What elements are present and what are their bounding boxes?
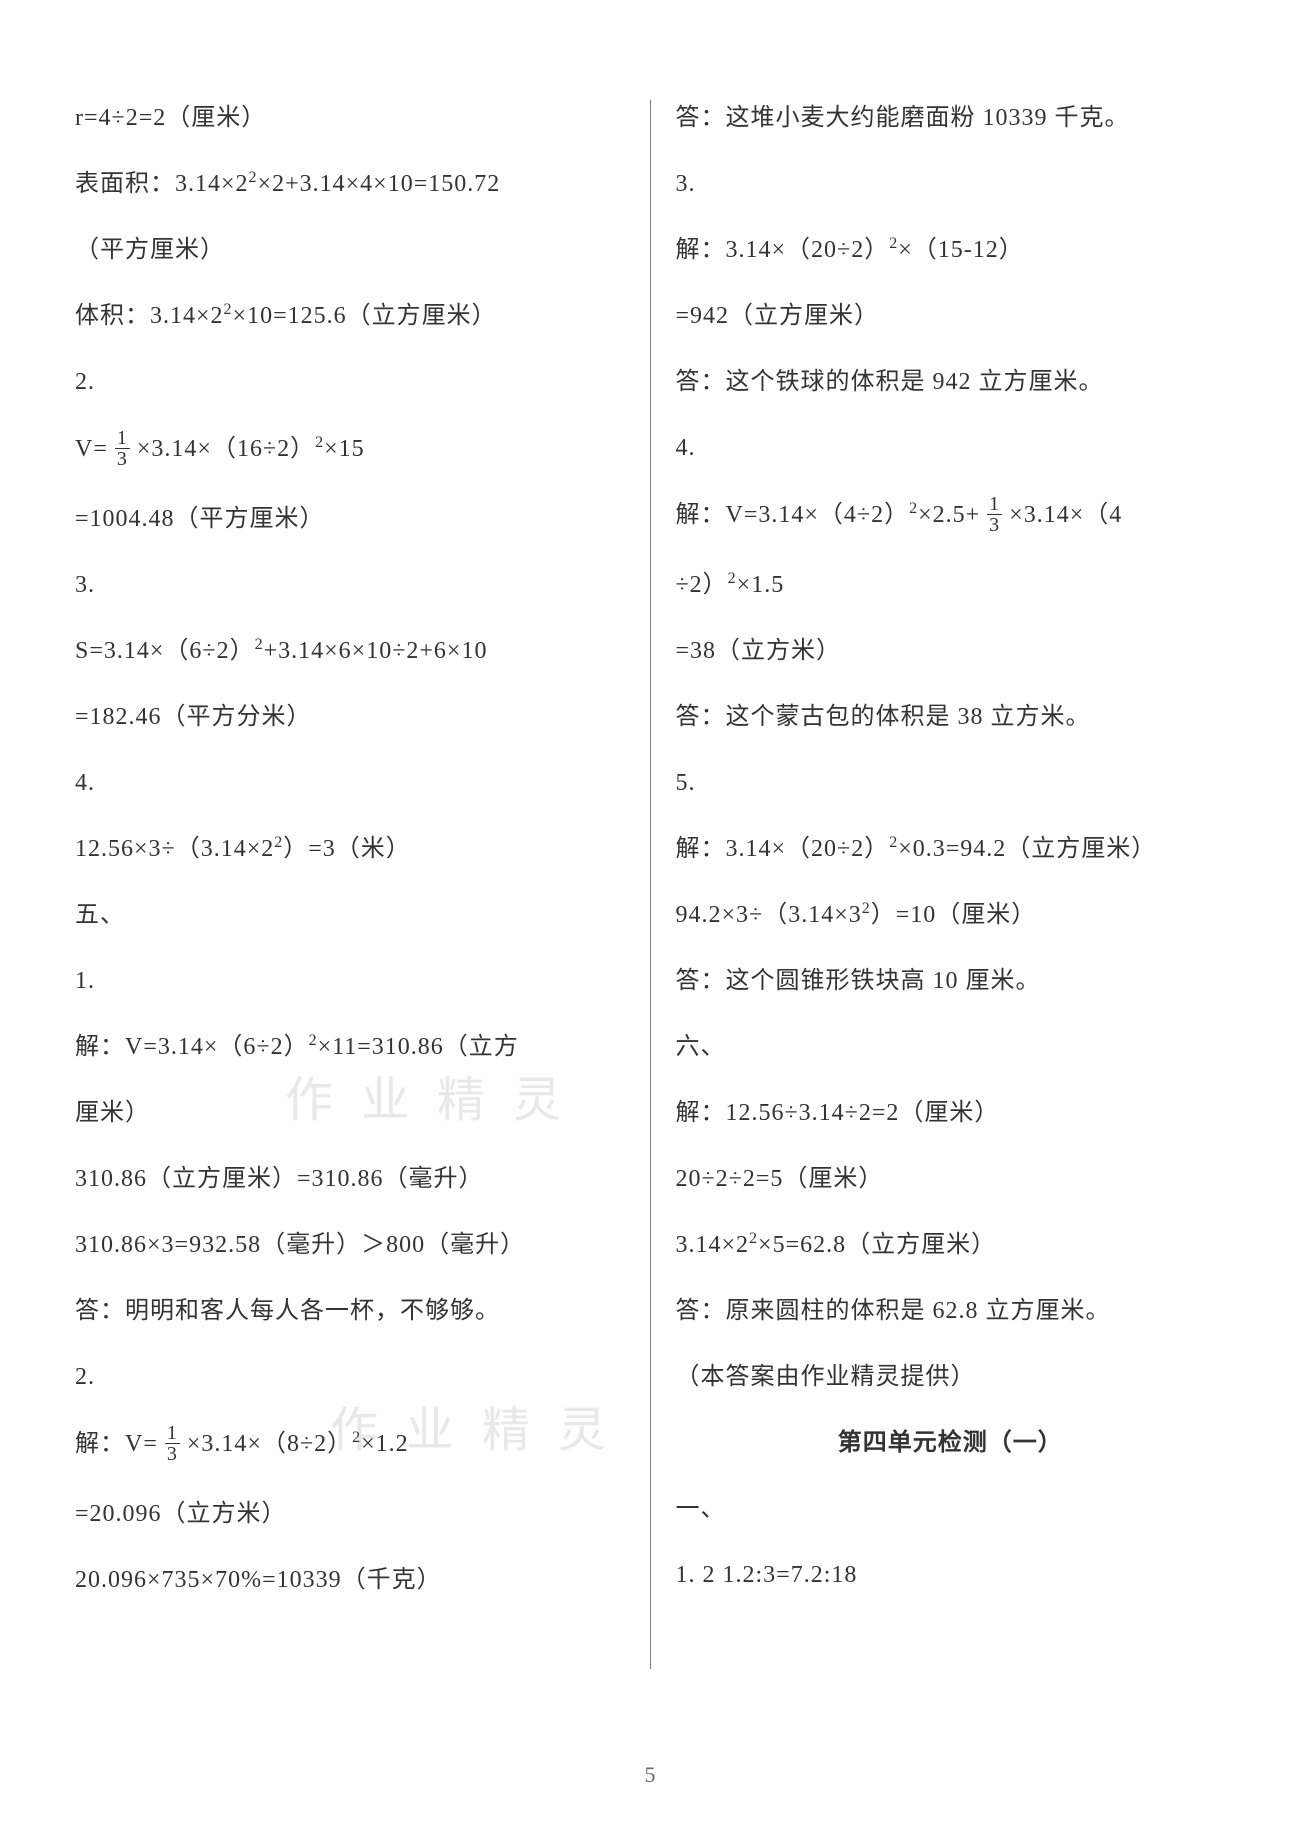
fraction: 13 (115, 428, 130, 469)
columns-wrapper: 作 业 精 灵 作 业 精 灵 r=4÷2=2（厘米）表面积：3.14×22×2… (75, 100, 1225, 1752)
text-line: 解：12.56÷3.14÷2=2（厘米） (676, 1095, 1226, 1131)
text-line: ÷2）2×1.5 (676, 567, 1226, 603)
right-column: 答：这堆小麦大约能磨面粉 10339 千克。 3. 解：3.14×（20÷2）2×（… (651, 100, 1226, 1752)
text-line: 3. (676, 166, 1226, 202)
superscript: 2 (749, 1230, 758, 1247)
text-line: 4. (676, 430, 1226, 466)
text-line: 解：V= 13 ×3.14×（8÷2）2×1.2 (75, 1425, 625, 1466)
text-line: =38（立方米） (676, 633, 1226, 669)
text-line: 六、 (676, 1029, 1226, 1065)
text-line: S=3.14×（6÷2）2+3.14×6×10÷2+6×10 (75, 633, 625, 669)
text-line: 20÷2÷2=5（厘米） (676, 1161, 1226, 1197)
text-line: 一、 (676, 1491, 1226, 1527)
text-line: =182.46（平方分米） (75, 699, 625, 735)
text-line: 答：这个圆锥形铁块高 10 厘米。 (676, 963, 1226, 999)
text-line: 五、 (75, 897, 625, 933)
text-line: 答：这个铁球的体积是 942 立方厘米。 (676, 364, 1226, 400)
superscript: 2 (352, 1429, 361, 1446)
text-line: 第四单元检测（一） (676, 1425, 1226, 1461)
text-line: 2. (75, 1359, 625, 1395)
text-line: 20.096×735×70%=10339（千克） (75, 1562, 625, 1598)
text-line: 解：V=3.14×（6÷2）2×11=310.86（立方 (75, 1029, 625, 1065)
superscript: 2 (224, 301, 233, 318)
text-line: 310.86（立方厘米）=310.86（毫升） (75, 1161, 625, 1197)
page-number: 5 (75, 1762, 1225, 1788)
superscript: 2 (315, 434, 324, 451)
text-line: =942（立方厘米） (676, 298, 1226, 334)
text-line: 1. (75, 963, 625, 999)
superscript: 2 (909, 500, 918, 517)
text-line: 体积：3.14×22×10=125.6（立方厘米） (75, 298, 625, 334)
text-line: 1. 2 1.2:3=7.2:18 (676, 1557, 1226, 1593)
text-line: 4. (75, 765, 625, 801)
text-line: 3. (75, 567, 625, 603)
page-container: 作 业 精 灵 作 业 精 灵 r=4÷2=2（厘米）表面积：3.14×22×2… (0, 0, 1300, 1838)
text-line: 2. (75, 364, 625, 400)
text-line: 12.56×3÷（3.14×22）=3（米） (75, 831, 625, 867)
superscript: 2 (255, 636, 264, 653)
text-line: 答：明明和客人每人各一杯，不够够。 (75, 1293, 625, 1329)
text-line: r=4÷2=2（厘米） (75, 100, 625, 136)
superscript: 2 (274, 834, 283, 851)
text-line: 答：这堆小麦大约能磨面粉 10339 千克。 (676, 100, 1226, 136)
text-line: 解：3.14×（20÷2）2×（15-12） (676, 232, 1226, 268)
text-line: 94.2×3÷（3.14×32）=10（厘米） (676, 897, 1226, 933)
text-line: 答：这个蒙古包的体积是 38 立方米。 (676, 699, 1226, 735)
superscript: 2 (249, 169, 258, 186)
superscript: 2 (889, 834, 898, 851)
superscript: 2 (309, 1032, 318, 1049)
text-line: （本答案由作业精灵提供） (676, 1359, 1226, 1395)
text-line: V= 13 ×3.14×（16÷2）2×15 (75, 430, 625, 471)
text-line: 310.86×3=932.58（毫升）＞800（毫升） (75, 1227, 625, 1263)
text-line: 5. (676, 765, 1226, 801)
text-line: 3.14×22×5=62.8（立方厘米） (676, 1227, 1226, 1263)
text-line: 厘米） (75, 1095, 625, 1131)
text-line: 答：原来圆柱的体积是 62.8 立方厘米。 (676, 1293, 1226, 1329)
superscript: 2 (862, 900, 871, 917)
text-line: （平方厘米） (75, 232, 625, 268)
fraction: 13 (165, 1423, 180, 1464)
superscript: 2 (728, 570, 737, 587)
superscript: 2 (889, 235, 898, 252)
fraction: 13 (987, 494, 1002, 535)
text-line: =1004.48（平方厘米） (75, 501, 625, 537)
left-column: r=4÷2=2（厘米） 表面积：3.14×22×2+3.14×4×10=150.7… (75, 100, 650, 1752)
text-line: 解：V=3.14×（4÷2）2×2.5+ 13 ×3.14×（4 (676, 496, 1226, 537)
text-line: 表面积：3.14×22×2+3.14×4×10=150.72 (75, 166, 625, 202)
text-line: 解：3.14×（20÷2）2×0.3=94.2（立方厘米） (676, 831, 1226, 867)
text-line: =20.096（立方米） (75, 1496, 625, 1532)
